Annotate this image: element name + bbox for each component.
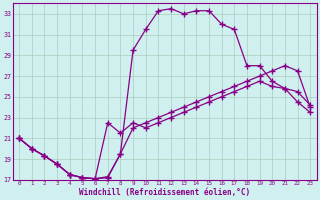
X-axis label: Windchill (Refroidissement éolien,°C): Windchill (Refroidissement éolien,°C) [79,188,250,197]
